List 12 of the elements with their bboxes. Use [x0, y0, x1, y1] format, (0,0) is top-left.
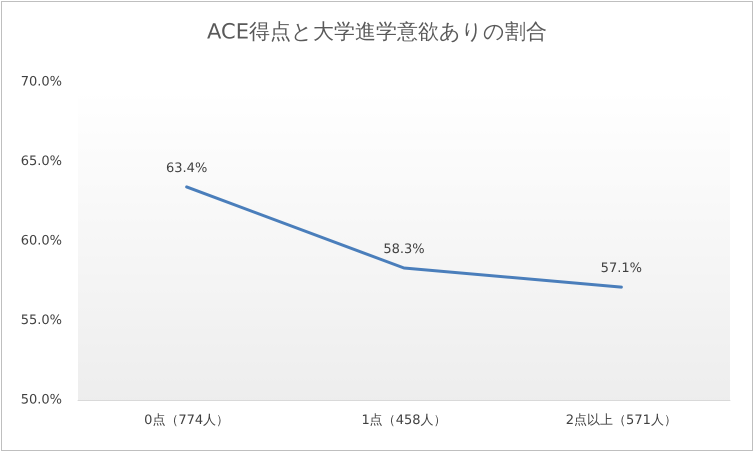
- data-label: 58.3%: [383, 242, 425, 258]
- x-tick-label: 2点以上（571人）: [566, 413, 677, 428]
- y-tick-label: 55.0%: [20, 313, 62, 328]
- y-tick-label: 60.0%: [20, 234, 62, 248]
- data-label: 57.1%: [600, 261, 642, 276]
- chart-title: ACE得点と大学進学意欲ありの割合: [207, 20, 547, 44]
- y-tick-label: 50.0%: [20, 392, 62, 408]
- y-tick-label: 65.0%: [20, 154, 62, 169]
- x-tick-label: 0点（774人）: [144, 413, 230, 428]
- y-tick-label: 70.0%: [20, 74, 62, 90]
- x-tick-label: 1点（458人）: [361, 413, 447, 428]
- data-label: 63.4%: [166, 160, 208, 176]
